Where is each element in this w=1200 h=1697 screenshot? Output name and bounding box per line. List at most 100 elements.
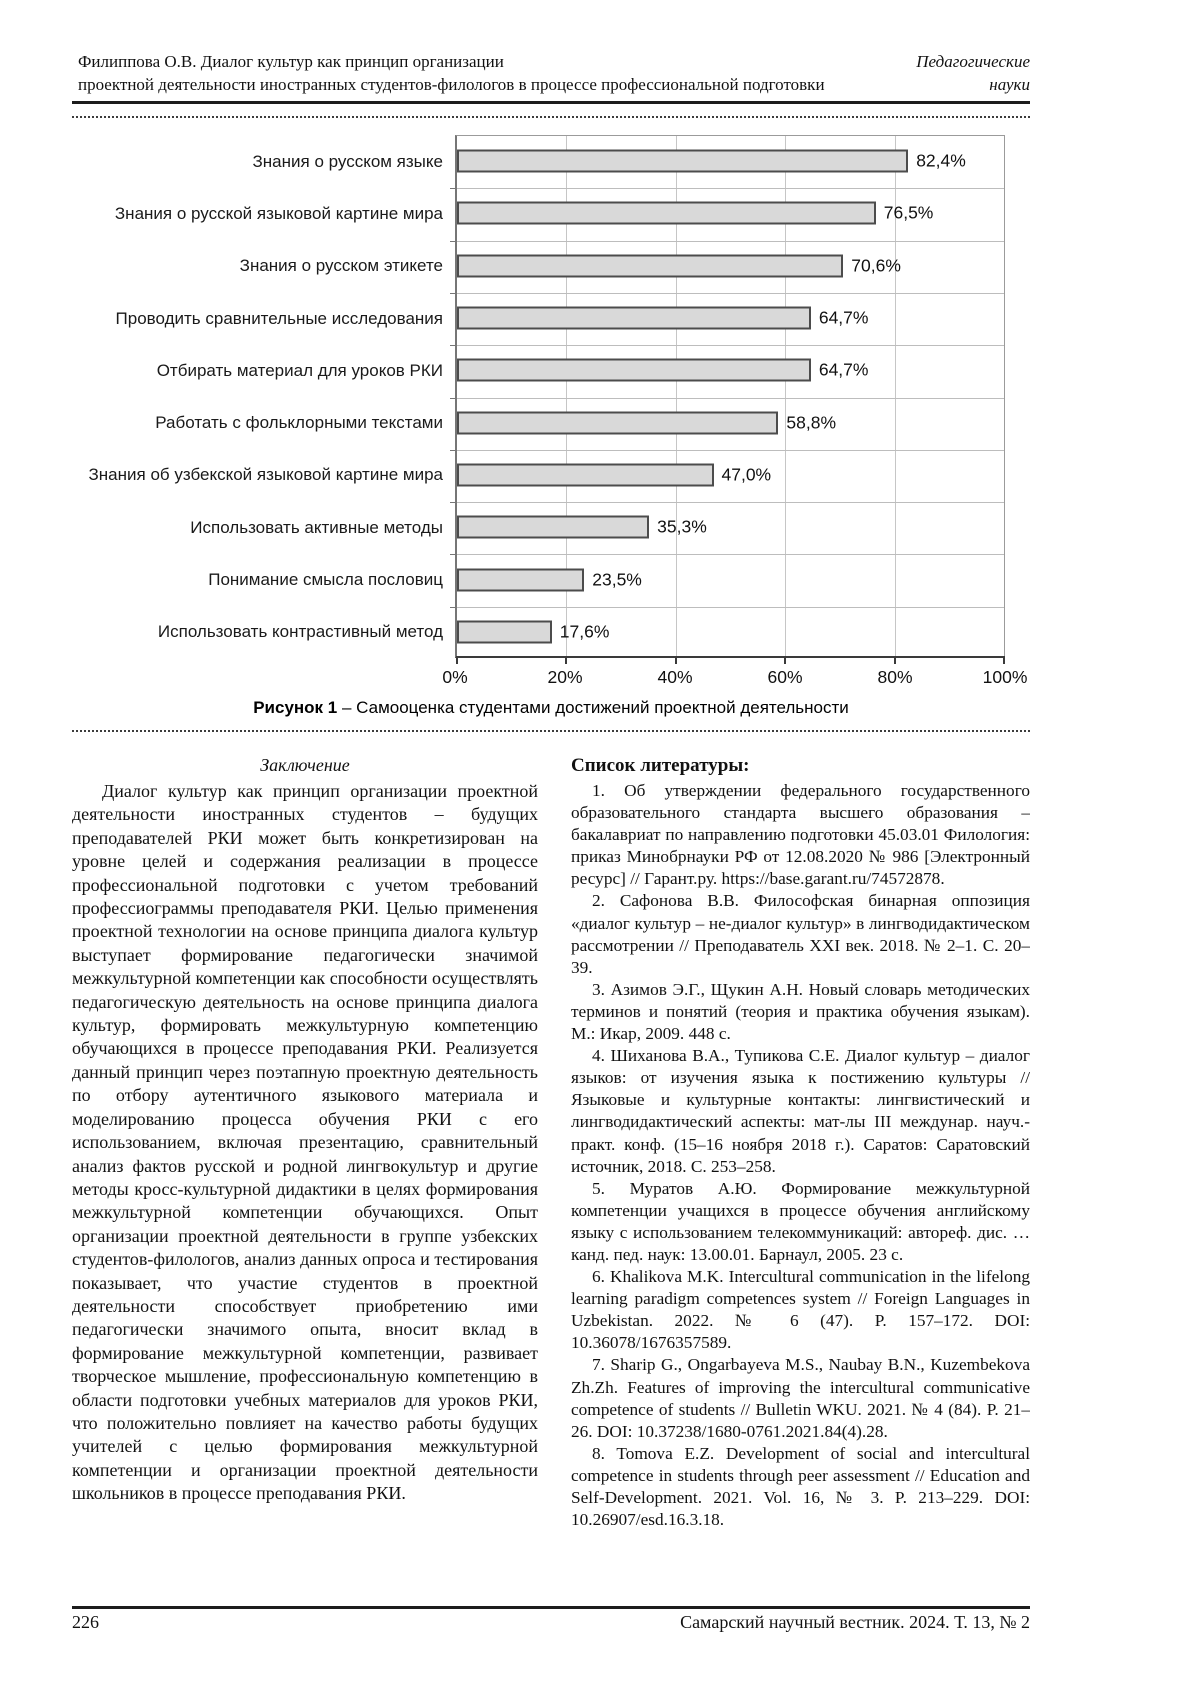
journal-reference: Самарский научный вестник. 2024. Т. 13, … (680, 1612, 1030, 1632)
x-axis-tick-label: 40% (657, 667, 693, 687)
bar-track: 64,7% (455, 344, 1005, 396)
bar-track: 76,5% (455, 187, 1005, 239)
bar (457, 411, 779, 435)
bar-value-label: 76,5% (883, 202, 934, 223)
row-gridline (457, 240, 1004, 242)
reference-item: 8. Tomova E.Z. Development of social and… (571, 1443, 1030, 1530)
category-label: Знания об узбекской языковой картине мир… (88, 465, 443, 485)
y-axis-tick (450, 292, 457, 294)
footer-rule (72, 1606, 1030, 1609)
bar-track: 64,7% (455, 292, 1005, 344)
conclusion-column: Заключение Диалог культур как принцип ор… (72, 754, 538, 1614)
bar-track: 47,0% (455, 449, 1005, 501)
bar-row: Понимание смысла пословиц 23,5% (72, 553, 1030, 605)
category-label: Понимание смысла пословиц (208, 570, 443, 590)
category-label: Работать с фольклорными текстами (155, 413, 443, 433)
bar-row: Знания о русской языковой картине мира 76… (72, 187, 1030, 239)
x-axis-labels: 0% 20% 40% 60% 80% 100% (442, 658, 1027, 688)
page-number: 226 (72, 1612, 99, 1632)
gridline (566, 136, 568, 656)
bar-value-label: 64,7% (818, 307, 869, 328)
bar (457, 149, 909, 173)
bar-value-label: 23,5% (592, 569, 642, 590)
category-label: Знания о русском языке (252, 151, 443, 171)
page-footer: 226 Самарский научный вестник. 2024. Т. … (72, 1606, 1030, 1633)
header-dotted-rule (72, 116, 1030, 118)
x-axis-tick (1003, 656, 1005, 664)
bar-track: 23,5% (455, 553, 1005, 605)
x-axis-tick (893, 656, 896, 664)
bar-value-label: 47,0% (721, 464, 772, 485)
bar-track: 70,6% (455, 240, 1005, 292)
plot-area (450, 135, 1005, 664)
bar-value-label: 58,8% (786, 412, 837, 433)
bar-row: Использовать контрастивный метод 17,6% (72, 606, 1030, 658)
reference-item: 3. Азимов Э.Г., Щукин А.Н. Новый словарь… (571, 979, 1030, 1044)
x-axis-tick-label: 80% (877, 667, 913, 687)
reference-item: 4. Шиханова В.А., Тупикова С.Е. Диалог к… (571, 1046, 1030, 1176)
bar-value-label: 64,7% (818, 359, 869, 380)
header-rule (72, 101, 1030, 104)
y-axis-tick (450, 397, 457, 399)
category-label: Использовать активные методы (190, 517, 443, 537)
category-label: Проводить сравнительные исследования (115, 308, 443, 328)
reference-item: 2. Сафонова В.В. Философская бинарная оп… (571, 891, 1030, 977)
section-label: Педагогические науки (916, 50, 1030, 96)
footer-row: 226 Самарский научный вестник. 2024. Т. … (72, 1609, 1030, 1633)
conclusion-heading: Заключение (260, 755, 350, 775)
references-column: Список литературы: 1. Об утверждении фед… (571, 754, 1030, 1614)
bar-row: Работать с фольклорными текстами 58,8% (72, 396, 1030, 448)
section-label-line1: Педагогические (916, 52, 1030, 71)
x-axis-tick (456, 656, 458, 664)
section-label-line2: науки (989, 75, 1030, 94)
running-title: Филиппова О.В. Диалог культур как принци… (72, 50, 825, 96)
bar-track: 58,8% (455, 396, 1005, 448)
bar (457, 201, 876, 225)
x-axis-tick-label: 100% (982, 667, 1028, 687)
x-axis-tick (784, 656, 787, 664)
bar-value-label: 82,4% (916, 150, 966, 171)
references-heading: Список литературы: (571, 755, 750, 776)
bar (457, 515, 650, 539)
y-axis-tick (450, 606, 457, 608)
bar-value-label: 17,6% (559, 621, 610, 642)
x-axis-tick-label: 20% (547, 667, 583, 687)
bar-row: Проводить сравнительные исследования 64,7… (72, 292, 1030, 344)
y-axis-tick (450, 345, 457, 347)
running-title-line1: Филиппова О.В. Диалог культур как принци… (78, 52, 504, 71)
row-gridline (457, 292, 1004, 294)
gridline (785, 136, 787, 656)
row-gridline (457, 397, 1004, 399)
x-axis-tick-label: 60% (767, 667, 803, 687)
figure-caption-label: Рисунок 1 (253, 698, 338, 717)
bar-row: Знания об узбекской языковой картине мир… (72, 449, 1030, 501)
bar (457, 620, 552, 644)
row-gridline (457, 345, 1004, 347)
bar-value-label: 70,6% (851, 255, 901, 276)
y-axis-tick (450, 554, 457, 556)
chart-rows: Знания о русском языке 82,4% Знания о русс… (72, 135, 1030, 658)
gridline (675, 136, 677, 656)
figure-caption-text: – Самооценка студентами достижений проек… (341, 698, 849, 717)
category-label: Использовать контрастивный метод (157, 622, 443, 642)
bar-row: Знания о русском языке 82,4% (72, 135, 1030, 187)
category-label: Отбирать материал для уроков РКИ (156, 360, 443, 380)
references-list: 1. Об утверждении федерального государст… (571, 780, 1030, 1531)
bar-track: 35,3% (455, 501, 1005, 553)
bar-track: 82,4% (455, 135, 1005, 187)
bar (457, 254, 844, 278)
y-axis-tick (450, 449, 457, 451)
bar-row: Отбирать материал для уроков РКИ 64,7% (72, 344, 1030, 396)
reference-item: 1. Об утверждении федерального государст… (571, 781, 1030, 889)
column-gap (538, 754, 571, 1614)
page-content: Филиппова О.В. Диалог культур как принци… (72, 0, 1030, 1614)
y-axis-tick (450, 240, 457, 242)
reference-item: 5. Муратов А.Ю. Формирование межкультурн… (571, 1178, 1030, 1264)
figure-caption: Рисунок 1 – Самооценка студентами достиж… (72, 698, 1030, 718)
bar (457, 358, 811, 382)
row-gridline (457, 188, 1004, 190)
bar (457, 306, 811, 330)
category-label: Знания о русской языковой картине мира (114, 203, 443, 223)
figure-1: Знания о русском языке 82,4% Знания о русс… (72, 135, 1030, 718)
